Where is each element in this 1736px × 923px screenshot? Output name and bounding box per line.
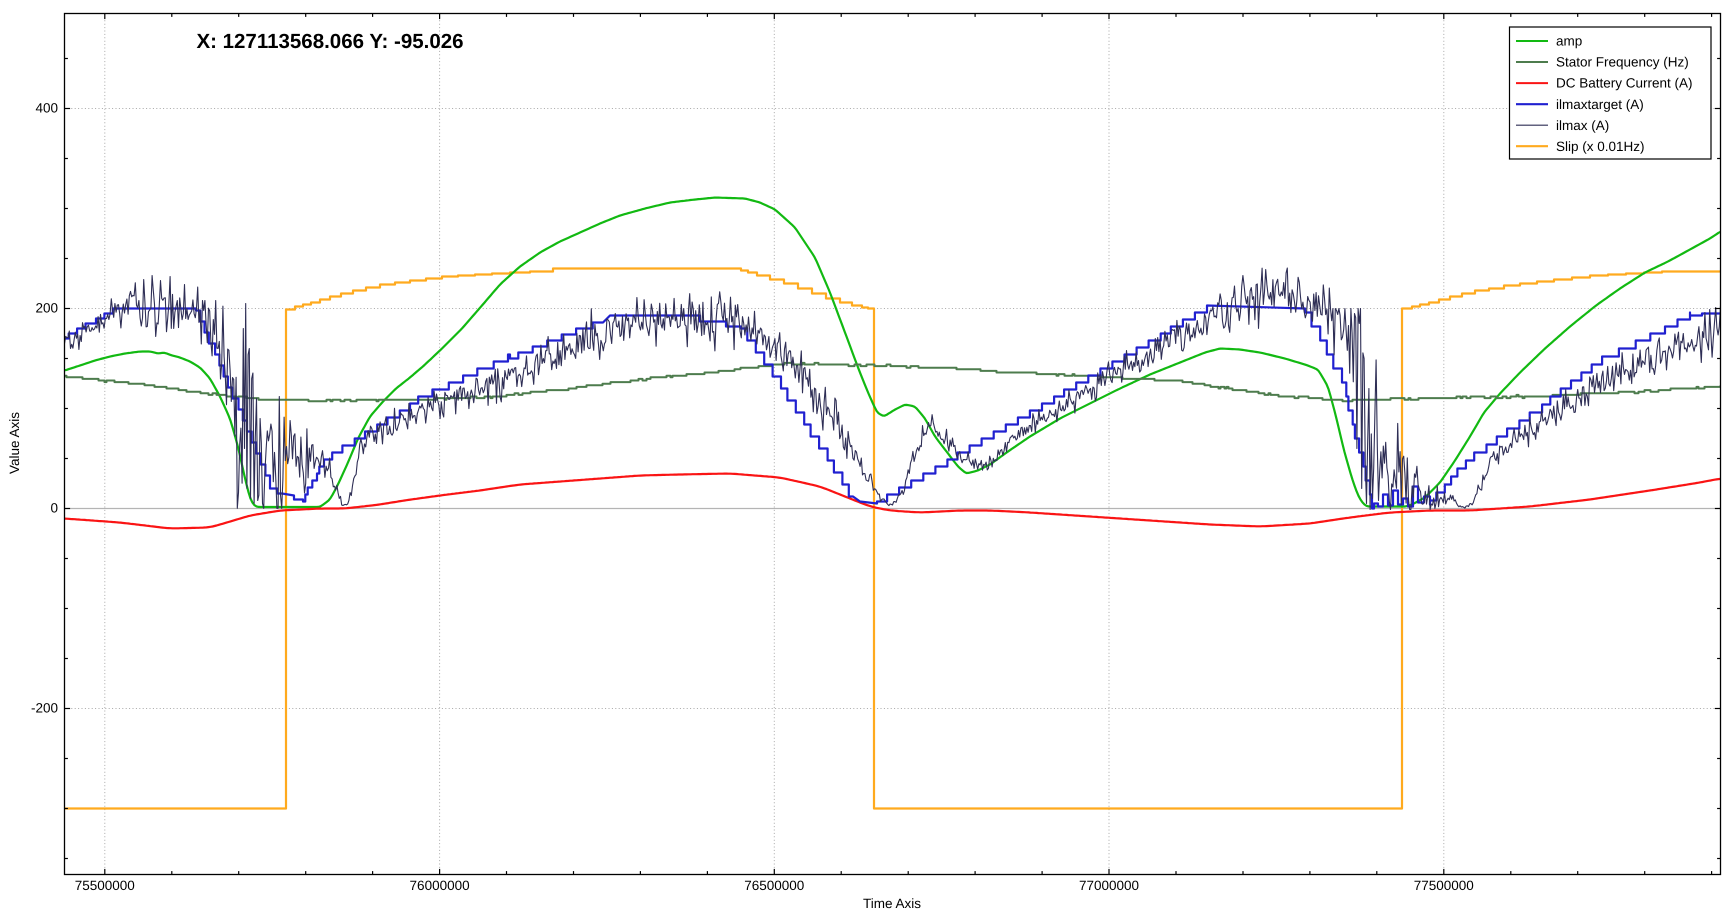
svg-text:ilmaxtarget (A): ilmaxtarget (A) xyxy=(1556,97,1644,112)
svg-text:Value Axis: Value Axis xyxy=(7,412,22,474)
svg-text:75500000: 75500000 xyxy=(75,878,135,893)
svg-text:400: 400 xyxy=(35,101,58,116)
svg-text:-200: -200 xyxy=(31,701,58,716)
svg-text:76000000: 76000000 xyxy=(410,878,470,893)
svg-text:77500000: 77500000 xyxy=(1414,878,1474,893)
svg-text:77000000: 77000000 xyxy=(1079,878,1139,893)
svg-text:76500000: 76500000 xyxy=(744,878,804,893)
svg-text:Stator Frequency (Hz): Stator Frequency (Hz) xyxy=(1556,55,1689,70)
svg-text:X: 127113568.066 Y: -95.026: X: 127113568.066 Y: -95.026 xyxy=(196,30,463,53)
svg-text:DC Battery Current (A): DC Battery Current (A) xyxy=(1556,76,1693,91)
svg-text:ilmax (A): ilmax (A) xyxy=(1556,118,1609,133)
svg-text:amp: amp xyxy=(1556,34,1582,49)
svg-text:0: 0 xyxy=(50,501,58,516)
svg-text:200: 200 xyxy=(35,301,58,316)
svg-text:Time Axis: Time Axis xyxy=(863,896,921,911)
svg-text:Slip (x 0.01Hz): Slip (x 0.01Hz) xyxy=(1556,139,1645,154)
